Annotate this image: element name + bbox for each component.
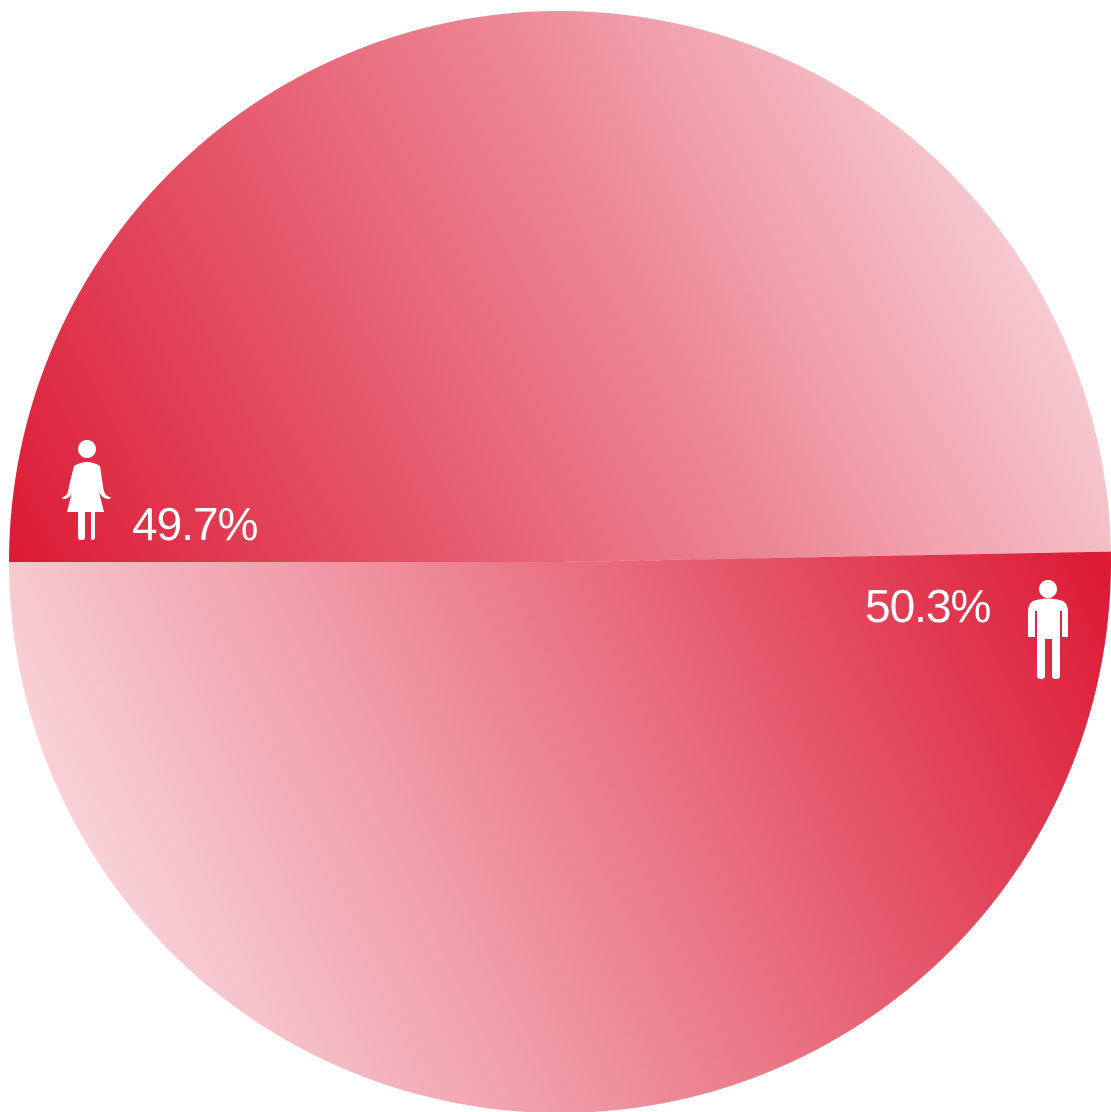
pie-slice-male	[9, 551, 1111, 1112]
male-percent-label: 50.3%	[865, 580, 991, 632]
female-person-icon	[62, 440, 111, 540]
pie-slice-female	[9, 11, 1111, 562]
female-percent-label: 49.7%	[132, 498, 258, 550]
male-person-icon	[1028, 580, 1068, 679]
